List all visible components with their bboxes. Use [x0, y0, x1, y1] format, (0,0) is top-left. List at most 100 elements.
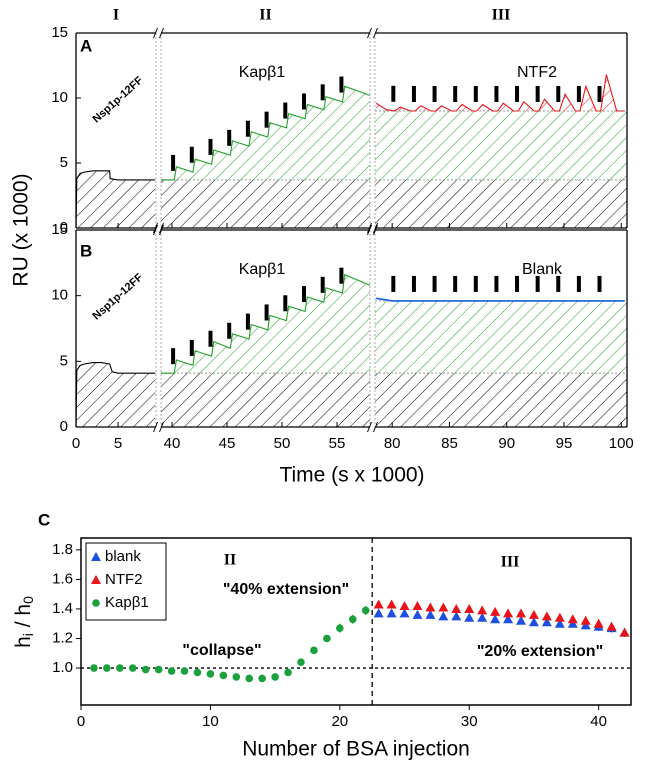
axis-break — [159, 224, 164, 236]
plot-frame — [80, 537, 632, 706]
injection-marker — [245, 313, 250, 330]
data-point — [619, 627, 630, 637]
hatched-level — [161, 373, 370, 427]
panel-letter: B — [80, 241, 92, 260]
y-tick-label: 10 — [51, 287, 68, 304]
y-tick-label: 0 — [60, 219, 68, 236]
data-point — [438, 611, 449, 621]
data-point — [297, 658, 305, 666]
y-axis-title: RU (x 1000) — [10, 173, 33, 286]
data-point — [503, 614, 514, 624]
data-point — [232, 673, 241, 681]
y-tick-label: 1.8 — [52, 541, 73, 558]
data-point — [425, 602, 436, 612]
injection-marker — [391, 85, 396, 102]
annotation: "20% extension" — [477, 643, 603, 660]
injection-marker — [535, 86, 540, 102]
y-axis-title: hi / h0 — [12, 596, 36, 648]
data-point — [373, 608, 384, 618]
y-tick-label: 5 — [60, 154, 68, 171]
data-point — [399, 608, 410, 618]
annotation: "collapse" — [182, 642, 261, 659]
axis-break — [373, 421, 378, 433]
y-tick-label: 5 — [60, 352, 68, 369]
injection-marker — [227, 129, 232, 146]
series-label: Nsp1p-12FF — [91, 74, 146, 125]
data-point — [336, 624, 344, 632]
data-point — [193, 668, 202, 677]
series-label: NTF2 — [517, 64, 557, 81]
panel-letter: C — [38, 510, 50, 529]
data-point — [451, 603, 462, 613]
data-point — [541, 611, 552, 621]
x-tick-label: 50 — [274, 435, 291, 452]
data-point — [503, 608, 514, 618]
data-point — [103, 664, 111, 672]
axis-break — [373, 222, 378, 234]
y-tick-label: 0 — [60, 418, 68, 435]
hatched-level — [375, 300, 627, 374]
data-point — [271, 673, 279, 681]
data-point — [206, 670, 215, 678]
data-point — [425, 609, 436, 619]
data-point — [348, 615, 357, 624]
data-point — [323, 634, 331, 643]
injection-marker — [245, 120, 250, 137]
data-point — [464, 603, 475, 613]
data-point — [554, 618, 565, 628]
x-tick-label: 40 — [164, 435, 181, 452]
y-tick-label: 1.6 — [52, 570, 73, 587]
data-point — [490, 614, 501, 624]
injection-marker — [473, 275, 478, 292]
data-point — [310, 646, 318, 655]
axis-break — [373, 224, 378, 236]
data-point — [284, 668, 292, 677]
injection-marker — [302, 286, 306, 303]
series-label: Nsp1p-12FF — [91, 271, 146, 322]
trace-line — [75, 170, 156, 229]
data-point — [116, 664, 124, 672]
y-tick-label: 1.4 — [52, 600, 73, 617]
injection-marker — [227, 322, 232, 339]
axis-break — [367, 222, 372, 234]
injection-marker — [171, 154, 176, 171]
injection-marker — [494, 275, 499, 292]
x-tick-label: 40 — [590, 713, 607, 730]
y-tick-label: 10 — [51, 89, 68, 106]
y-tick-label: 1.2 — [52, 629, 73, 646]
injection-marker — [453, 275, 458, 292]
legend-marker — [91, 575, 101, 584]
injection-marker — [302, 93, 306, 110]
y-label-part: / h — [12, 604, 35, 633]
injection-marker — [411, 86, 416, 102]
data-point — [516, 608, 526, 618]
trace-line — [375, 74, 625, 112]
data-point — [167, 667, 176, 675]
injection-marker — [264, 304, 269, 321]
data-point — [386, 599, 397, 609]
data-point — [606, 621, 617, 631]
injection-marker — [208, 330, 213, 347]
injection-marker — [283, 102, 288, 119]
axis-break — [159, 27, 164, 39]
injection-marker — [576, 275, 581, 292]
data-point — [541, 617, 552, 627]
axis-break — [153, 27, 158, 39]
y-tick-label: 15 — [51, 24, 68, 41]
injection-marker — [473, 86, 478, 102]
injection-marker — [556, 275, 561, 292]
x-axis-title: Number of BSA injection — [242, 738, 470, 761]
data-point — [128, 664, 137, 672]
hatched-level — [375, 373, 627, 427]
injection-marker — [453, 86, 458, 102]
legend-marker — [91, 552, 101, 561]
axis-break — [153, 421, 158, 433]
data-point — [477, 605, 488, 615]
legend-marker — [92, 599, 100, 607]
injection-marker — [264, 111, 269, 128]
trace-line — [161, 273, 371, 374]
x-axis-title: Time (s x 1000) — [279, 464, 424, 487]
y-label-sub: 0 — [20, 596, 36, 604]
hatched-area — [76, 362, 156, 427]
injection-marker — [189, 339, 194, 356]
